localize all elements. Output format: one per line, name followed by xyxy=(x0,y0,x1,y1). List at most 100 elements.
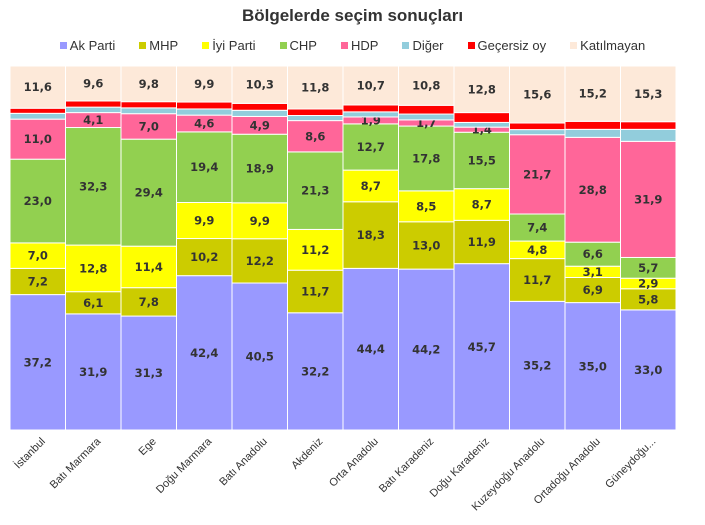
data-label: 7,0 xyxy=(139,119,159,133)
legend-label: İyi Parti xyxy=(212,38,256,53)
bar-segment xyxy=(453,263,510,431)
category-label: Batı Anadolu xyxy=(217,436,270,489)
bar-segment xyxy=(176,275,233,431)
legend-label: Diğer xyxy=(412,38,444,53)
data-label: 42,4 xyxy=(190,346,218,360)
data-label: 3,1 xyxy=(583,265,603,279)
data-label: 23,0 xyxy=(24,194,52,208)
bar-stack: 44,418,38,712,71,910,7 xyxy=(342,65,399,431)
bar-segment xyxy=(9,294,66,431)
bar-stack: 37,2 7,2 7,0 23,0 11,0 11,6 xyxy=(9,65,66,431)
legend: Ak Parti MHP İyi Parti CHP HDP Diğer Geçersiz … xyxy=(0,38,705,53)
bar-stack: 45,711,98,715,51,412,8 xyxy=(453,65,510,431)
legend-label: CHP xyxy=(289,38,317,53)
bar-segment xyxy=(120,107,177,115)
bar-segment xyxy=(398,104,455,115)
legend-item: CHP xyxy=(279,38,317,53)
data-label: 29,4 xyxy=(135,186,163,200)
bar-stack: 40,5 12,2 9,9 18,9 4,9 10,3 xyxy=(231,65,288,431)
data-label: 15,6 xyxy=(523,88,551,102)
data-label: 7,4 xyxy=(527,221,547,235)
bar-segment xyxy=(120,65,177,103)
data-label: 8,7 xyxy=(361,179,381,193)
data-label: 11,7 xyxy=(301,284,329,298)
category-label: Orta Anadolu xyxy=(327,436,381,490)
bar-segment xyxy=(120,113,177,140)
data-label: 44,2 xyxy=(412,343,440,357)
bar-segment xyxy=(9,65,66,109)
data-label: 21,3 xyxy=(301,184,329,198)
data-label: 12,7 xyxy=(357,140,385,154)
bar-segment xyxy=(176,202,233,240)
data-label: 11,9 xyxy=(468,235,496,249)
data-label: 18,9 xyxy=(246,162,274,176)
legend-swatch xyxy=(402,42,410,49)
data-label: 5,8 xyxy=(638,292,658,306)
data-label: 8,7 xyxy=(472,198,492,212)
data-label: 31,3 xyxy=(135,366,163,380)
data-label: 15,5 xyxy=(468,153,496,167)
bar-segment xyxy=(398,125,455,192)
bar-segment xyxy=(231,109,288,117)
data-label: 45,7 xyxy=(468,340,496,354)
bar-segment xyxy=(231,282,288,431)
bar-segment xyxy=(342,65,399,106)
data-label: 12,8 xyxy=(79,261,107,275)
legend-swatch xyxy=(202,42,210,49)
category-label: Doğu Marmara xyxy=(154,435,215,496)
bar-segment xyxy=(453,112,510,123)
bar-segment xyxy=(509,122,566,131)
data-label: 32,2 xyxy=(301,364,329,378)
legend-swatch xyxy=(279,42,287,49)
data-label: 44,4 xyxy=(357,342,385,356)
bar-segment xyxy=(231,133,288,204)
category-label: Akdeniz xyxy=(289,436,325,472)
bar-segment xyxy=(564,65,621,122)
data-label: 11,4 xyxy=(135,260,163,274)
bar-segment xyxy=(120,315,177,431)
bar-segment xyxy=(620,128,677,142)
bar-segment xyxy=(564,241,621,267)
category-label: İstanbul xyxy=(11,435,47,471)
data-label: 9,6 xyxy=(83,76,103,90)
legend-label: HDP xyxy=(350,38,379,53)
bar-segment xyxy=(453,219,510,265)
bar-segment xyxy=(398,113,455,121)
data-label: 31,9 xyxy=(634,192,662,206)
bar-segment xyxy=(120,287,177,317)
category-label: Batı Karadeniz xyxy=(377,436,437,496)
data-label: 5,7 xyxy=(638,261,658,275)
bar-segment xyxy=(509,129,566,136)
bar-segment xyxy=(342,201,399,269)
bar-segment xyxy=(342,111,399,118)
category-label: Batı Marmara xyxy=(48,435,104,491)
bar-segment xyxy=(9,267,66,296)
legend-swatch xyxy=(139,42,147,49)
bar-segment xyxy=(620,121,677,130)
data-label: 8,5 xyxy=(416,199,436,213)
data-label: 18,3 xyxy=(357,228,385,242)
data-label: 37,2 xyxy=(24,355,52,369)
data-label: 32,3 xyxy=(79,179,107,193)
data-label: 6,6 xyxy=(583,247,603,261)
bar-segment xyxy=(176,101,233,110)
data-label: 35,2 xyxy=(523,359,551,373)
legend-swatch xyxy=(570,42,578,49)
bar-stack: 42,4 10,2 9,9 19,4 4,6 9,9 xyxy=(176,65,233,431)
data-label: 7,0 xyxy=(28,249,48,263)
bar-stack: 35,2 11,7 4,8 7,4 21,7 15,6 xyxy=(509,65,566,431)
bar-segment xyxy=(65,65,122,102)
data-label: 11,6 xyxy=(24,80,52,94)
bar-segment xyxy=(620,309,677,431)
bar-segment xyxy=(176,238,233,277)
legend-label: Geçersiz oy xyxy=(477,38,547,53)
data-label: 4,6 xyxy=(194,117,214,131)
bar-segment xyxy=(342,267,399,431)
data-label: 15,3 xyxy=(634,87,662,101)
bar-segment xyxy=(120,101,177,109)
data-label: 28,8 xyxy=(579,183,607,197)
data-label: 11,8 xyxy=(301,80,329,94)
data-label: 11,0 xyxy=(24,132,52,146)
legend-label: MHP xyxy=(149,38,179,53)
bar-segment xyxy=(564,136,621,243)
